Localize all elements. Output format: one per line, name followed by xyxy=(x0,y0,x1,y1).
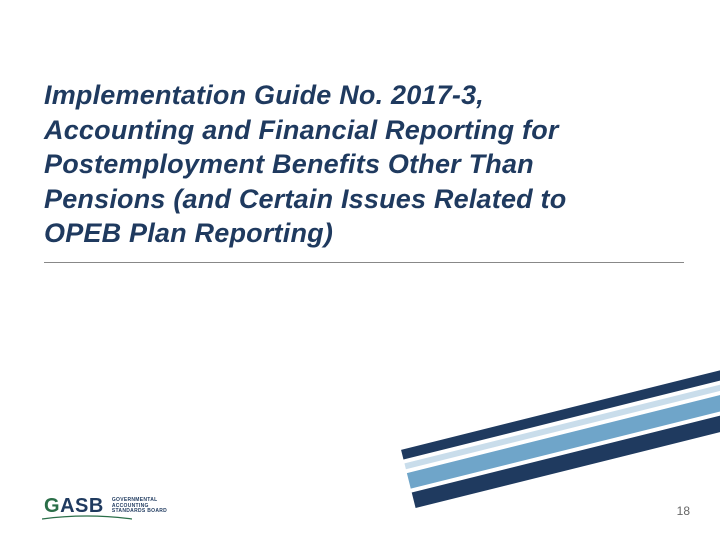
logo-swoosh-icon xyxy=(42,515,132,521)
slide-title: Implementation Guide No. 2017-3, Account… xyxy=(44,78,634,251)
slide: Implementation Guide No. 2017-3, Account… xyxy=(0,0,720,540)
title-block: Implementation Guide No. 2017-3, Account… xyxy=(44,78,634,251)
title-underline xyxy=(44,262,684,263)
gasb-logo: GASB GOVERNMENTAL ACCOUNTING STANDARDS B… xyxy=(44,495,167,518)
stripe-3 xyxy=(407,391,720,489)
stripe-1 xyxy=(401,368,720,460)
stripe-2 xyxy=(404,381,720,469)
page-number: 18 xyxy=(677,504,690,518)
logo-tagline-line: STANDARDS BOARD xyxy=(112,509,167,515)
decorative-stripes xyxy=(401,368,720,540)
logo-tagline: GOVERNMENTAL ACCOUNTING STANDARDS BOARD xyxy=(112,498,167,515)
logo-wordmark: GASB xyxy=(44,495,104,518)
stripe-4 xyxy=(412,410,720,508)
